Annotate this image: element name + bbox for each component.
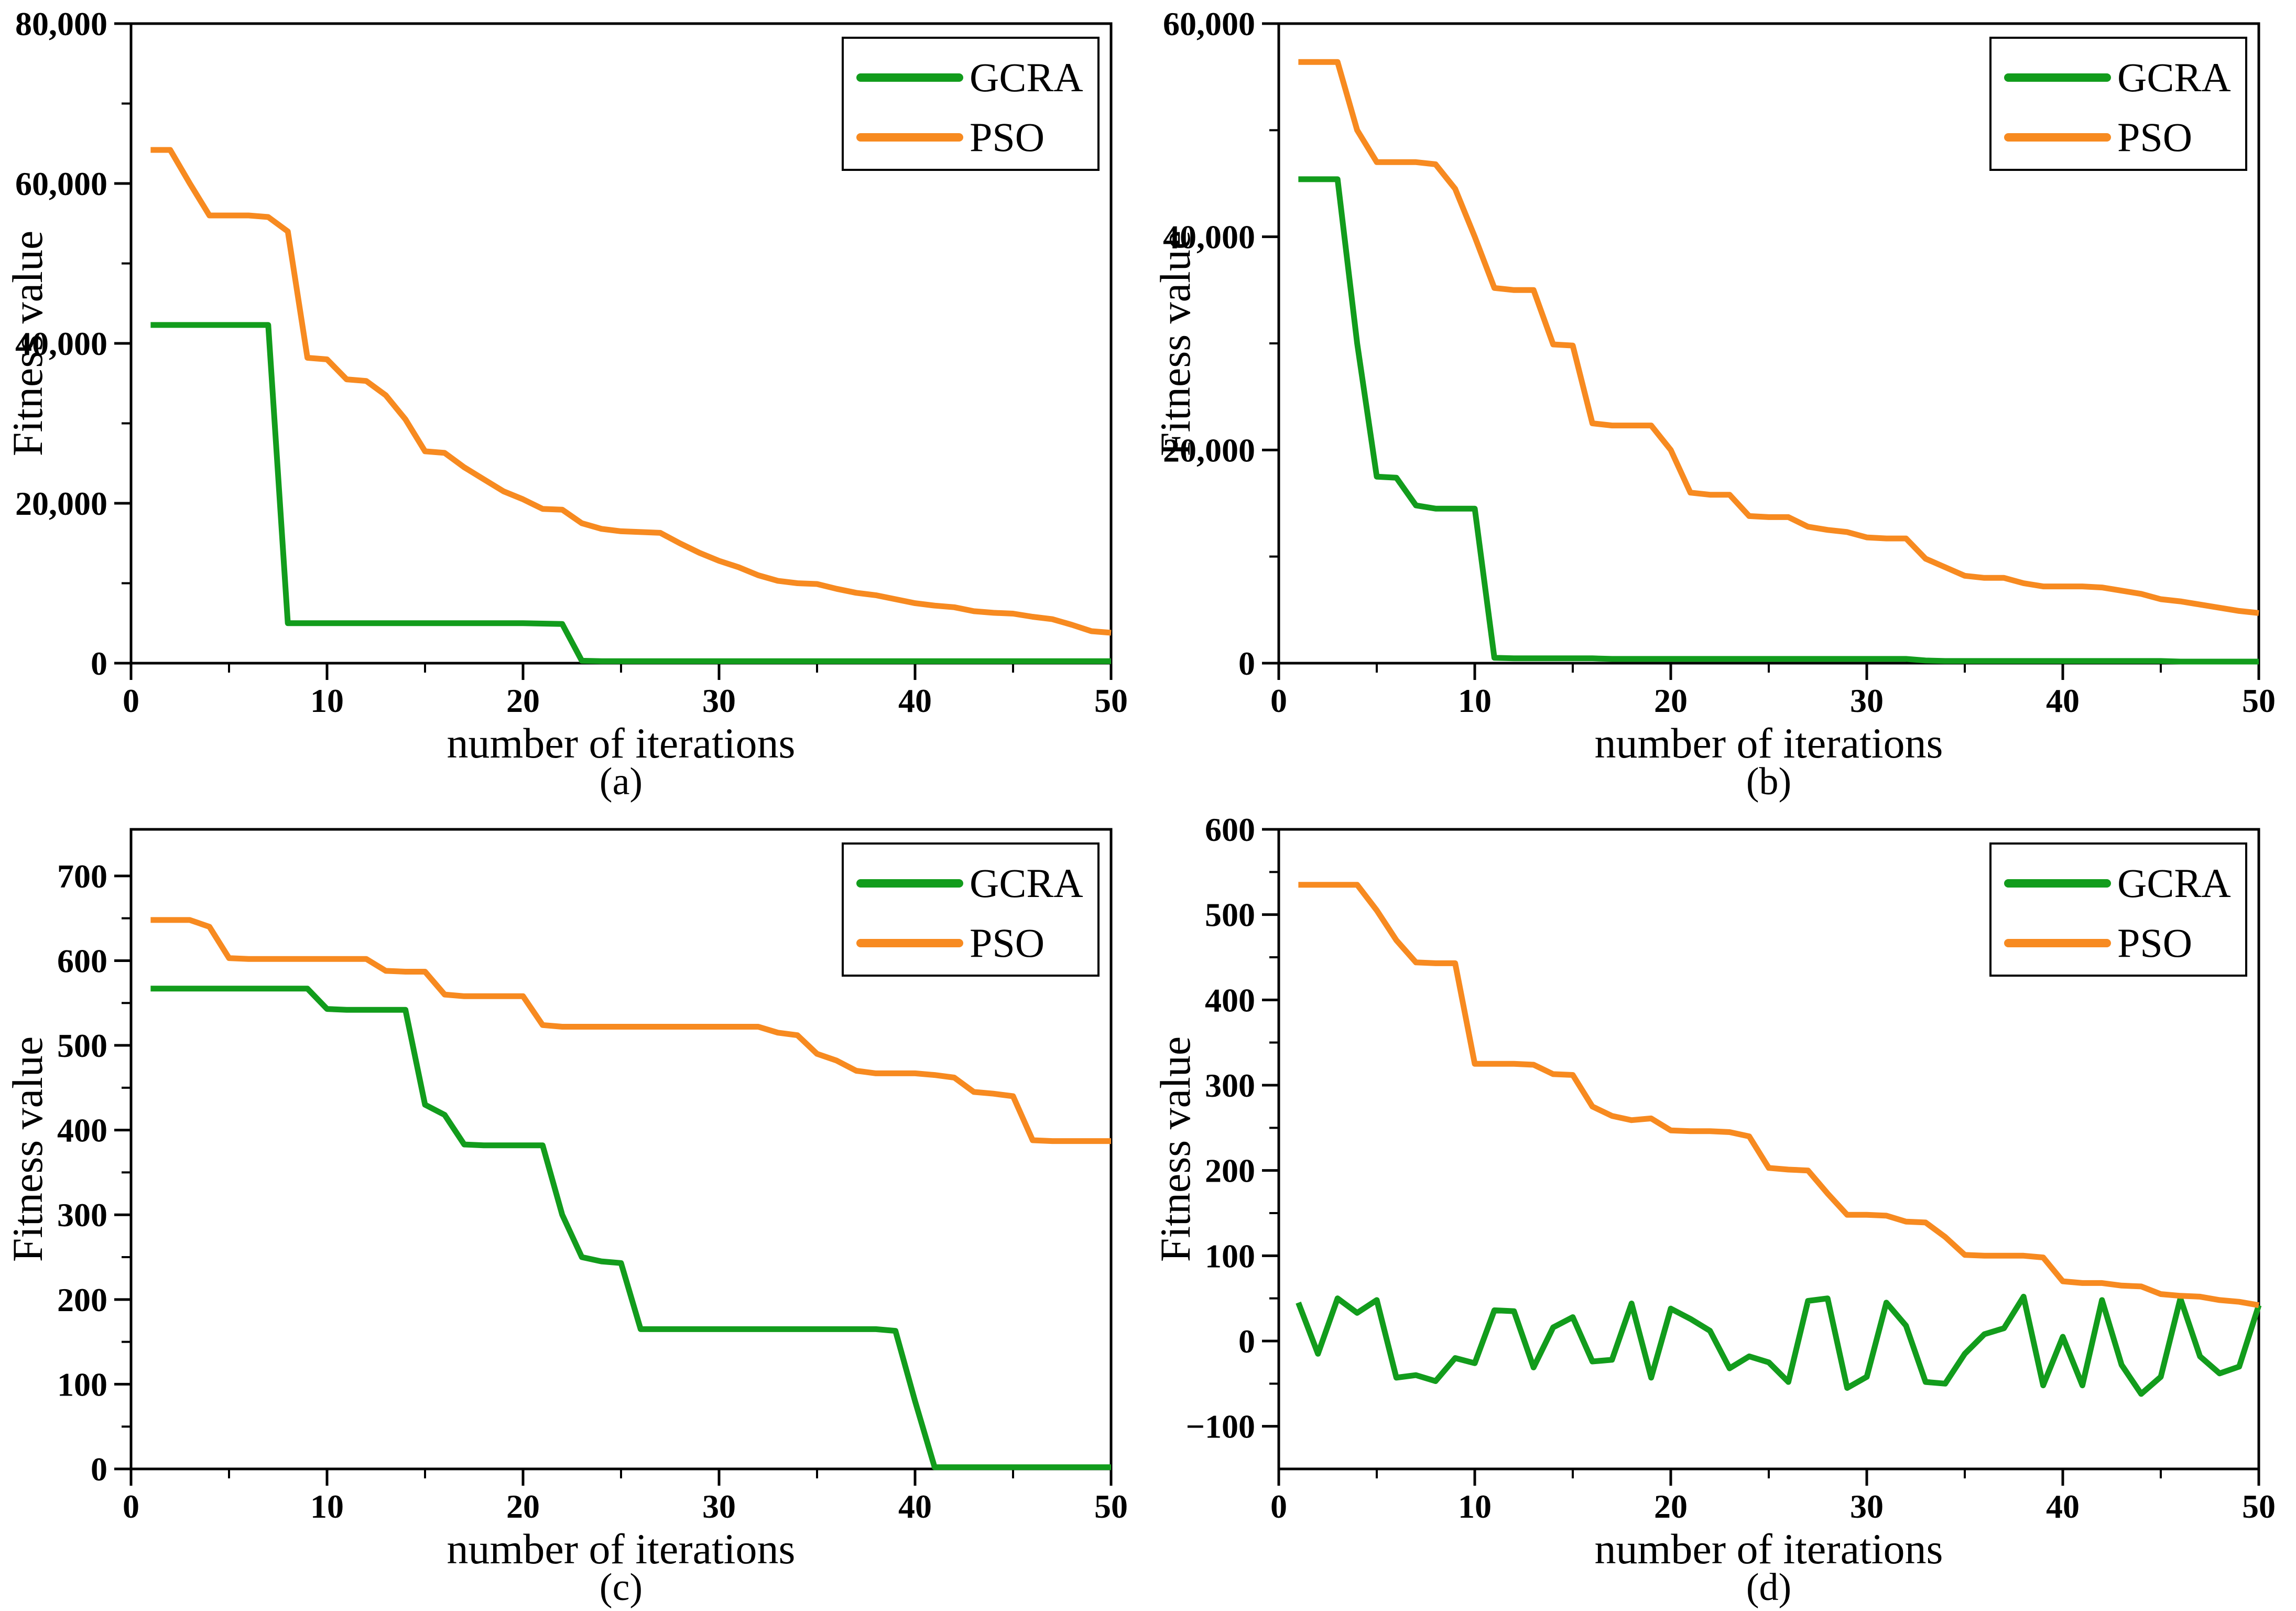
y-tick-label: 40,000 <box>1163 219 1255 256</box>
x-tick-label: 50 <box>2242 1488 2276 1525</box>
legend-label-pso: PSO <box>970 114 1044 160</box>
x-tick-label: 20 <box>1654 1488 1688 1525</box>
series-line-pso <box>1298 59 2259 616</box>
y-axis-label: Fitness value <box>1151 231 1199 456</box>
series-line-gcra <box>150 986 1111 1471</box>
y-tick-label: 200 <box>1205 1152 1255 1190</box>
chart-c-canvas: 0 10 20 30 40 500100200300400500600700number … <box>4 828 1128 1571</box>
y-tick-label: 700 <box>57 858 107 895</box>
y-tick-label: 40,000 <box>15 325 107 362</box>
y-tick-label: −100 <box>1186 1408 1255 1445</box>
series-line-pso <box>150 917 1111 1144</box>
series-line-pso <box>150 147 1112 636</box>
y-tick-label: 500 <box>57 1027 107 1064</box>
y-tick-label: 300 <box>1205 1067 1255 1104</box>
y-tick-label: 400 <box>57 1112 107 1149</box>
chart-a-canvas: 0 10 20 30 40 50 0 20,000 40,000 60,000 80,000 numb… <box>4 5 1128 765</box>
x-tick-label: 10 <box>310 682 344 719</box>
series-line-gcra <box>1296 1293 2262 1397</box>
legend-label-gcra: GCRA <box>2117 860 2231 906</box>
x-tick-label: 30 <box>1850 682 1884 719</box>
y-tick-label: 60,000 <box>15 165 107 202</box>
x-tick-label: 20 <box>506 682 540 719</box>
x-tick-label: 0 <box>123 1488 139 1525</box>
x-tick-label: 10 <box>1458 1488 1492 1525</box>
x-axis-label: number of iterations <box>447 719 796 765</box>
x-tick-label: 30 <box>1850 1488 1884 1525</box>
chart-d-caption: (d) <box>1746 1566 1792 1609</box>
chart-a: 0 10 20 30 40 50 0 20,000 40,000 60,000 80,000 numb… <box>0 0 1148 806</box>
y-tick-label: 0 <box>91 1451 107 1488</box>
x-tick-label: 0 <box>123 682 139 719</box>
x-tick-label: 50 <box>2242 682 2276 719</box>
series-line-gcra <box>150 322 1111 664</box>
chart-a-caption: (a) <box>599 760 643 803</box>
chart-d: 0 10 20 30 40 50 −100 0 100 200 300 400 500 600 number… <box>1148 806 2296 1611</box>
x-tick-label: 50 <box>1094 1488 1128 1525</box>
x-tick-label: 0 <box>1270 682 1287 719</box>
legend-label-pso: PSO <box>2117 114 2192 160</box>
chart-b: 0 10 20 30 40 50 0 20,000 40,000 60,000 number of … <box>1148 0 2296 806</box>
x-tick-label: 0 <box>1270 1488 1287 1525</box>
x-tick-label: 40 <box>898 682 932 719</box>
y-tick-label: 100 <box>57 1366 107 1403</box>
legend-label-gcra: GCRA <box>2117 55 2231 100</box>
y-tick-label: 200 <box>57 1281 107 1318</box>
legend-box <box>842 842 1100 977</box>
x-tick-label: 20 <box>1654 682 1688 719</box>
x-tick-label: 50 <box>1094 682 1128 719</box>
x-tick-label: 10 <box>310 1488 344 1525</box>
legend-label-gcra: GCRA <box>970 860 1083 906</box>
y-tick-label: 500 <box>1205 896 1255 934</box>
x-tick-label: 40 <box>2046 1488 2080 1525</box>
y-tick-label: 20,000 <box>15 485 107 522</box>
chart-c-caption: (c) <box>599 1566 643 1609</box>
legend-label-gcra: GCRA <box>970 55 1083 100</box>
x-tick-label: 20 <box>506 1488 540 1525</box>
series-line-pso <box>1298 882 2259 1309</box>
y-axis-label: Fitness value <box>4 1036 51 1262</box>
chart-d-canvas: 0 10 20 30 40 50 −100 0 100 200 300 400 500 600 number… <box>1151 811 2276 1571</box>
x-axis-label: number of iterations <box>447 1525 796 1571</box>
y-tick-label: 0 <box>1238 1323 1255 1360</box>
chart-b-caption: (b) <box>1746 760 1792 803</box>
y-tick-label: 400 <box>1205 981 1255 1019</box>
x-axis-label: number of iterations <box>1595 719 1943 765</box>
y-axis-label: Fitness value <box>1151 1036 1199 1262</box>
y-tick-label: 0 <box>1238 645 1255 682</box>
x-tick-label: 30 <box>702 1488 736 1525</box>
legend-box <box>1989 842 2247 977</box>
y-tick-label: 600 <box>57 942 107 979</box>
chart-b-canvas: 0 10 20 30 40 50 0 20,000 40,000 60,000 number of … <box>1151 5 2276 765</box>
y-tick-label: 100 <box>1205 1237 1255 1274</box>
legend-box <box>1989 37 2247 171</box>
y-tick-label: 60,000 <box>1163 5 1255 42</box>
chart-c: 0 10 20 30 40 50 0 100 200 300 400 500 600 700 number … <box>0 806 1148 1611</box>
y-tick-label: 20,000 <box>1163 431 1255 469</box>
x-axis-label: number of iterations <box>1595 1525 1943 1571</box>
y-tick-label: 80,000 <box>15 5 107 42</box>
y-axis-label: Fitness value <box>4 231 51 456</box>
y-tick-label: 600 <box>1205 811 1255 848</box>
legend-label-pso: PSO <box>970 920 1044 966</box>
y-tick-label: 0 <box>91 645 107 682</box>
x-tick-label: 40 <box>898 1488 932 1525</box>
legend-box <box>842 37 1100 171</box>
series-line-gcra <box>1298 176 2259 665</box>
y-tick-label: 300 <box>57 1196 107 1234</box>
legend-label-pso: PSO <box>2117 920 2192 966</box>
x-tick-label: 10 <box>1458 682 1492 719</box>
x-tick-label: 40 <box>2046 682 2080 719</box>
x-tick-label: 30 <box>702 682 736 719</box>
